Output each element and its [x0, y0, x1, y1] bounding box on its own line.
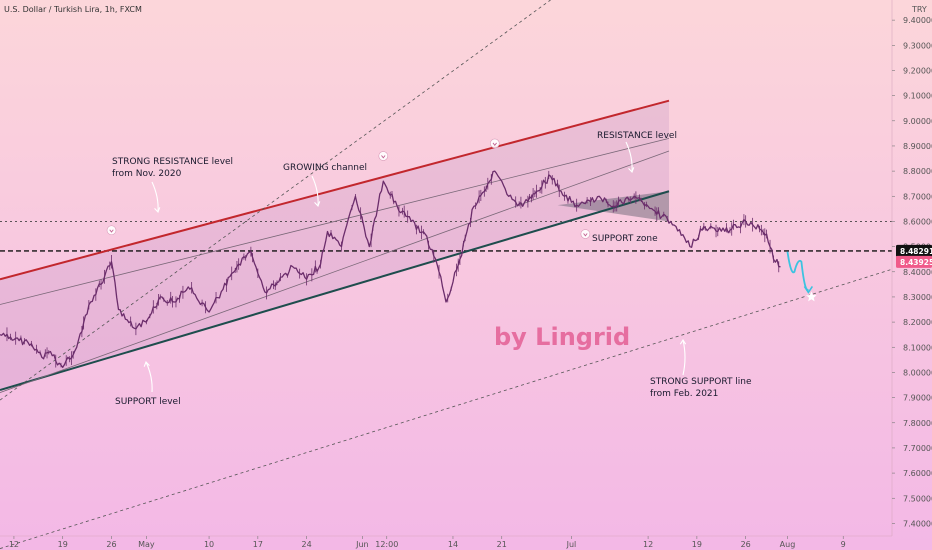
- chevron-down-icon: [492, 142, 497, 146]
- chevron-down-icon: [109, 229, 114, 233]
- trend-line-2: [0, 138, 670, 305]
- y-tick-label: 9.30000: [903, 41, 932, 50]
- y-tick-label: 7.70000: [903, 444, 932, 453]
- channel-area: [0, 100, 669, 391]
- price-badge-current: [896, 255, 932, 268]
- arrow-resistance-level: [625, 141, 633, 173]
- x-tick-label: 10: [204, 540, 214, 549]
- touch-marker: [378, 151, 389, 161]
- arrow-strong-support: [682, 339, 686, 376]
- y-tick-label: 9.40000: [903, 16, 932, 25]
- star-icon: [806, 291, 817, 302]
- y-tick-label: 7.40000: [903, 519, 932, 528]
- trend-line-1: [0, 190, 670, 392]
- y-tick-label: 7.90000: [903, 394, 932, 403]
- arrow-strong-resistance: [151, 181, 159, 213]
- trend-line-3: [0, 150, 670, 393]
- y-tick-label: 8.80000: [903, 167, 932, 176]
- annotation-resistance-level: RESISTANCE level: [597, 131, 677, 141]
- x-tick-label: 19: [58, 540, 68, 549]
- arrow-strong-resistance-head: [154, 207, 161, 214]
- y-tick-label: 8.30000: [903, 293, 932, 302]
- annotation-arrows: [143, 141, 687, 393]
- x-tick-label: 12: [9, 540, 19, 549]
- y-tick-label: 8.70000: [903, 192, 932, 201]
- y-tick-label: 8.60000: [903, 217, 932, 226]
- touch-marker: [489, 138, 500, 149]
- touch-marker: [580, 229, 591, 239]
- price-badges: 8.48291 8.43925: [896, 244, 932, 268]
- x-tick-label: 21: [497, 540, 507, 549]
- y-tick-label: 8.20000: [903, 318, 932, 327]
- price-badge-last-text: 8.48291: [900, 247, 932, 256]
- x-tick-label: 14: [448, 540, 458, 549]
- annotation-support-level: SUPPORT level: [115, 397, 181, 407]
- x-tick-label: 12: [643, 540, 653, 549]
- x-tick-label: 12:00: [375, 540, 398, 549]
- currency-label: TRY: [911, 5, 927, 14]
- y-tick-label: 9.10000: [903, 92, 932, 101]
- y-tick-label: 9.20000: [903, 66, 932, 75]
- projection-line: [786, 251, 810, 291]
- arrow-resistance-level-head: [628, 167, 635, 174]
- y-tick-label: 7.80000: [903, 419, 932, 428]
- chevron-down-icon: [381, 155, 386, 159]
- chevron-down-icon: [583, 233, 588, 237]
- y-tick-label: 7.60000: [903, 469, 932, 478]
- price-series: [0, 170, 781, 369]
- x-tick-label: Aug: [780, 540, 796, 549]
- y-tick-label: 8.90000: [903, 142, 932, 151]
- x-tick-label: 26: [741, 540, 751, 549]
- x-tick-label: 19: [692, 540, 702, 549]
- annotation-strong-support: STRONG SUPPORT line: [650, 377, 752, 387]
- arrow-growing-channel: [311, 175, 319, 207]
- projection-arrowhead: [803, 285, 814, 294]
- arrow-support-level-head: [143, 360, 150, 367]
- annotation-support-zone: SUPPORT zone: [592, 234, 658, 244]
- watermark-text: by Lingrid: [494, 323, 630, 351]
- x-tick-label: Jul: [566, 540, 577, 549]
- x-tick-label: Jun: [355, 540, 369, 549]
- y-tick-label: 8.00000: [903, 368, 932, 377]
- x-tick-label: 24: [302, 540, 312, 549]
- y-tick-label: 8.40000: [903, 268, 932, 277]
- x-tick-label: 17: [253, 540, 263, 549]
- price-axis: 7.40000 7.50000 7.60000 7.70000 7.80000 7.900…: [891, 0, 932, 536]
- annotation-growing-channel: GROWING channel: [283, 163, 367, 173]
- y-tick-label: 9.00000: [903, 117, 932, 126]
- annotation-strong-support-sub: from Feb. 2021: [650, 389, 718, 399]
- y-tick-label: 7.50000: [903, 494, 932, 503]
- annotation-strong-resistance: STRONG RESISTANCE level: [112, 157, 233, 167]
- x-tick-label: 9: [841, 540, 846, 549]
- horizontal-levels: [0, 220, 892, 252]
- arrow-support-level: [145, 361, 153, 393]
- price-badge-last: [896, 244, 932, 257]
- trend-line-0: [0, 99, 670, 281]
- x-tick-label: May: [138, 540, 155, 549]
- chart-title: U.S. Dollar / Turkish Lira, 1h, FXCM: [4, 5, 142, 14]
- trend-lines: [0, 0, 893, 549]
- time-axis: 12 19 26 May 10 17 24 Jun 12:00 14 21 Jul 12 19 26 Aug 9: [0, 535, 892, 549]
- arrow-strong-support-head: [679, 338, 687, 345]
- touch-markers: [106, 138, 591, 239]
- projection-path: [786, 251, 817, 302]
- price-badge-current-text: 8.43925: [900, 258, 932, 267]
- touch-marker: [106, 225, 117, 236]
- x-tick-label: 26: [106, 540, 116, 549]
- y-tick-label: 8.10000: [903, 343, 932, 352]
- annotation-strong-resistance-sub: from Nov. 2020: [112, 169, 182, 179]
- arrow-growing-channel-head: [314, 201, 321, 208]
